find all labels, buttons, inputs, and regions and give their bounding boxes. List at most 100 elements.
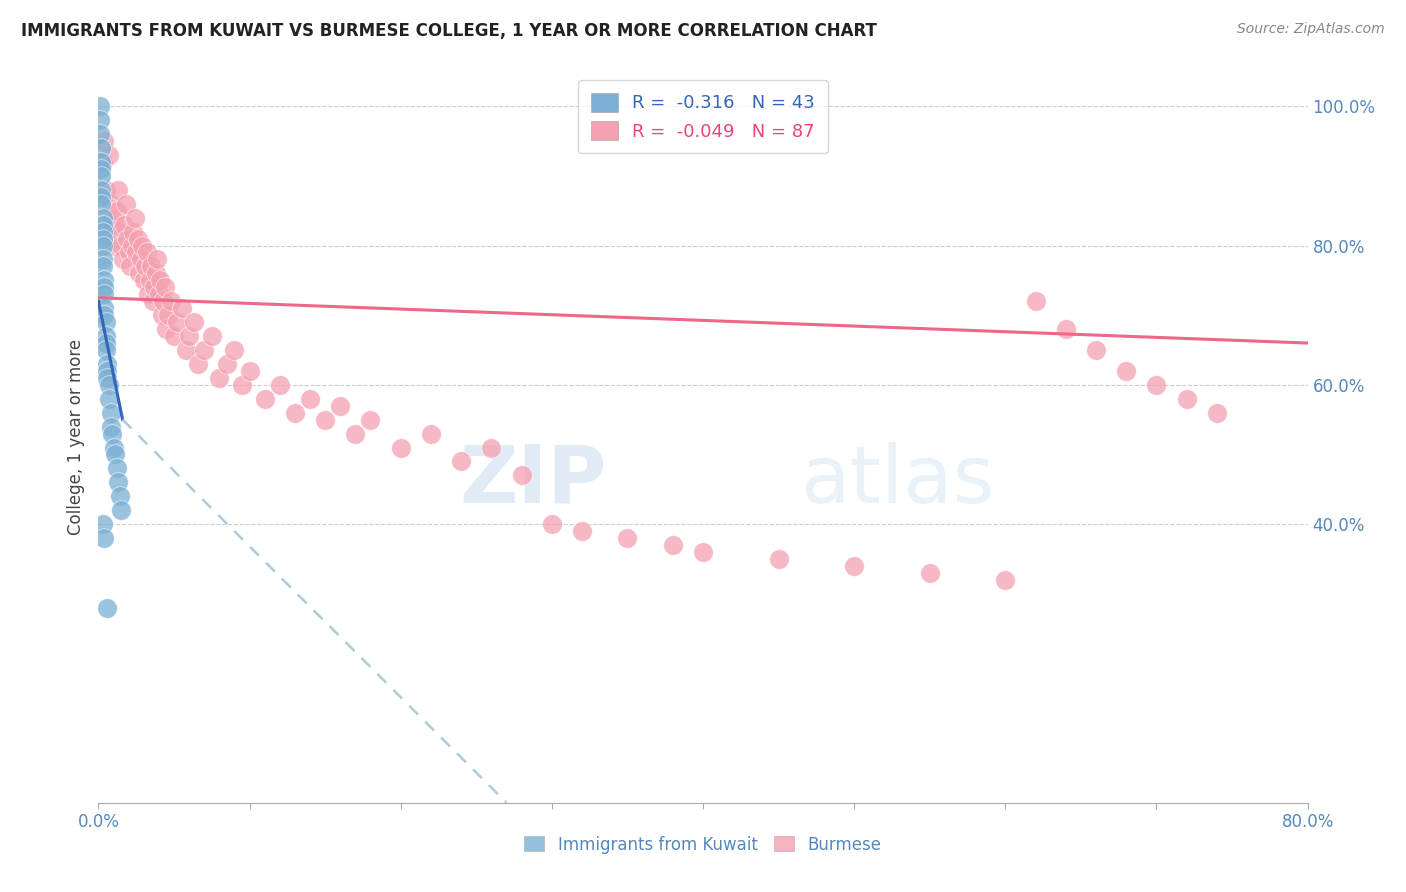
Point (96, 364, 118, 378)
Point (91, 218, 114, 232)
Point (132, 273, 155, 287)
Point (91, 211, 114, 225)
Point (90, 141, 112, 155)
Point (420, 426, 443, 441)
Point (1175, 392, 1198, 406)
Point (96, 600, 118, 615)
Point (661, 538, 683, 552)
Point (389, 441, 412, 455)
Point (163, 329, 186, 343)
Point (149, 273, 172, 287)
Point (193, 343, 215, 357)
Point (90, 169, 112, 183)
Point (269, 377, 291, 392)
Point (994, 573, 1017, 587)
Point (100, 406, 122, 420)
Point (153, 280, 176, 294)
Point (96, 371, 118, 385)
Point (91, 225, 114, 239)
Point (91, 517, 114, 532)
Point (253, 392, 276, 406)
Point (231, 377, 253, 392)
Point (94, 343, 117, 357)
Point (510, 468, 533, 483)
Point (179, 329, 201, 343)
Point (127, 231, 149, 245)
Point (201, 329, 224, 343)
Point (146, 252, 169, 267)
Point (108, 489, 131, 503)
Point (360, 412, 382, 426)
Point (90, 190, 112, 204)
Point (187, 357, 209, 371)
Point (101, 426, 124, 441)
Point (540, 517, 562, 532)
Point (329, 399, 352, 413)
Point (129, 252, 152, 267)
Text: IMMIGRANTS FROM KUWAIT VS BURMESE COLLEGE, 1 YEAR OR MORE CORRELATION CHART: IMMIGRANTS FROM KUWAIT VS BURMESE COLLEG… (21, 22, 877, 40)
Point (481, 441, 503, 455)
Point (141, 260, 163, 274)
Point (104, 448, 127, 462)
Point (124, 211, 146, 225)
Point (90, 196, 112, 211)
Y-axis label: College, 1 year or more: College, 1 year or more (66, 339, 84, 535)
Point (152, 294, 174, 309)
Point (93, 301, 115, 316)
Point (174, 343, 197, 357)
Point (91, 238, 114, 252)
Point (89, 113, 111, 128)
Point (108, 225, 131, 239)
Point (1144, 377, 1167, 392)
Point (1024, 294, 1046, 309)
Point (136, 287, 159, 301)
Point (98, 148, 121, 162)
Point (120, 260, 142, 274)
Point (91, 231, 114, 245)
Point (96, 357, 118, 371)
Point (155, 322, 177, 336)
Point (160, 294, 183, 309)
Point (110, 238, 132, 252)
Point (768, 552, 790, 566)
Point (571, 524, 593, 538)
Point (93, 280, 115, 294)
Point (107, 475, 129, 490)
Point (100, 196, 122, 211)
Point (98, 392, 121, 406)
Point (98, 377, 121, 392)
Point (121, 238, 143, 252)
Point (111, 252, 134, 267)
Point (105, 203, 128, 218)
Point (1115, 364, 1137, 378)
Point (156, 308, 179, 322)
Point (90, 155, 112, 169)
Point (299, 392, 322, 406)
Point (150, 308, 173, 322)
Point (115, 231, 138, 245)
Point (134, 260, 156, 274)
Point (93, 134, 115, 148)
Point (450, 454, 472, 468)
Point (103, 238, 125, 252)
Point (215, 357, 238, 371)
Point (918, 566, 941, 580)
Point (616, 531, 638, 545)
Point (90, 183, 112, 197)
Point (112, 218, 135, 232)
Point (170, 301, 193, 316)
Point (125, 245, 148, 260)
Point (139, 273, 162, 287)
Point (143, 280, 166, 294)
Point (122, 225, 145, 239)
Point (844, 558, 866, 573)
Point (93, 531, 115, 545)
Point (224, 343, 246, 357)
Point (94, 183, 117, 197)
Point (91, 155, 114, 169)
Point (90, 161, 112, 176)
Point (1085, 343, 1108, 357)
Point (131, 238, 153, 252)
Point (91, 260, 114, 274)
Point (166, 315, 188, 329)
